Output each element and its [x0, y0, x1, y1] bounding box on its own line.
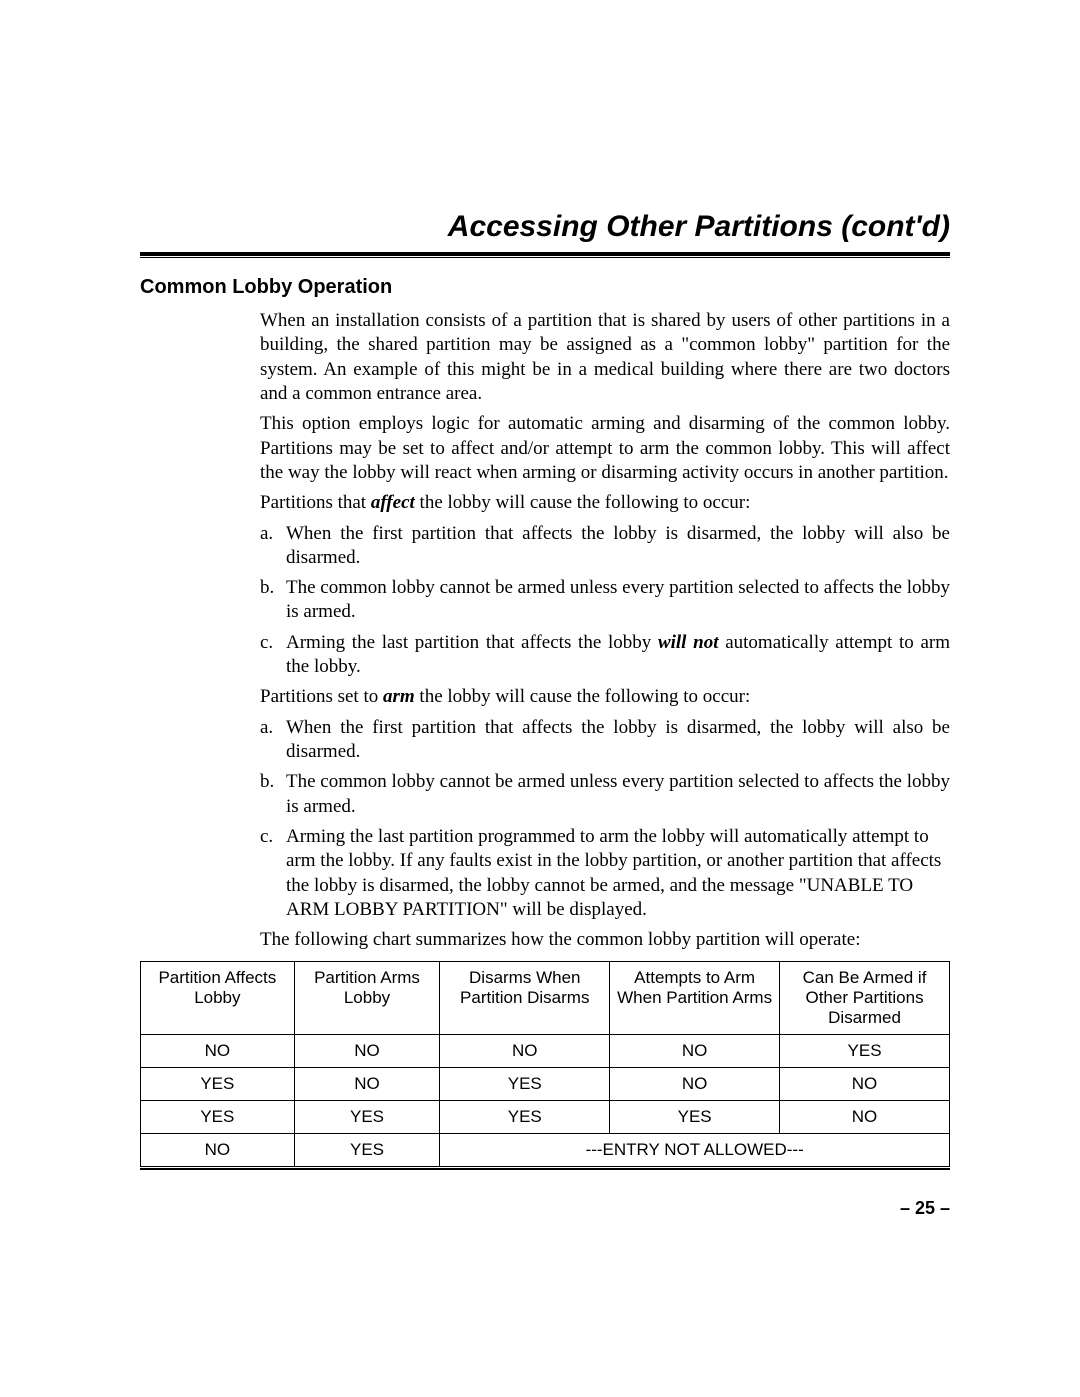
table-header-row: Partition Affects Lobby Partition Arms L…: [141, 961, 950, 1034]
cell: YES: [780, 1034, 950, 1067]
list-marker: c.: [260, 631, 286, 680]
section-heading: Common Lobby Operation: [140, 276, 950, 299]
page-container: Accessing Other Partitions (cont'd) Comm…: [0, 0, 1080, 1279]
th-2: Disarms When Partition Disarms: [440, 961, 610, 1034]
cell-span: ---ENTRY NOT ALLOWED---: [440, 1133, 950, 1166]
p3-pre: Partitions that: [260, 492, 371, 513]
table-row: YES NO YES NO NO: [141, 1067, 950, 1100]
p3-em: affect: [371, 492, 415, 513]
th-3: Attempts to Arm When Partition Arms: [610, 961, 780, 1034]
th-4: Can Be Armed if Other Partitions Disarme…: [780, 961, 950, 1034]
table-row: YES YES YES YES NO: [141, 1100, 950, 1133]
arm-list-item-a: a. When the first partition that affects…: [260, 716, 950, 765]
paragraph-4: Partitions set to arm the lobby will cau…: [260, 685, 950, 709]
c-em: will not: [658, 632, 719, 653]
list-marker: b.: [260, 770, 286, 819]
paragraph-3: Partitions that affect the lobby will ca…: [260, 491, 950, 515]
cell: NO: [141, 1034, 295, 1067]
list-marker: b.: [260, 576, 286, 625]
affect-list-item-b: b. The common lobby cannot be armed unle…: [260, 576, 950, 625]
cell: YES: [141, 1100, 295, 1133]
list-text: Arming the last partition that affects t…: [286, 631, 950, 680]
body-column: When an installation consists of a parti…: [260, 309, 950, 953]
page-number: – 25 –: [140, 1198, 950, 1219]
title-block: Accessing Other Partitions (cont'd): [140, 210, 950, 258]
paragraph-2: This option employs logic for automatic …: [260, 412, 950, 485]
list-text: Arming the last partition programmed to …: [286, 825, 950, 922]
table-bottom-rule-2: [140, 1168, 950, 1170]
cell: NO: [610, 1067, 780, 1100]
p4-em: arm: [383, 686, 415, 707]
title-rule-thick: [140, 252, 950, 256]
c-pre: Arming the last partition that affects t…: [286, 632, 658, 653]
affect-list-item-a: a. When the first partition that affects…: [260, 522, 950, 571]
cell: NO: [294, 1067, 440, 1100]
list-text: The common lobby cannot be armed unless …: [286, 576, 950, 625]
cell: NO: [141, 1133, 295, 1166]
paragraph-5: The following chart summarizes how the c…: [260, 928, 950, 952]
affect-list-item-c: c. Arming the last partition that affect…: [260, 631, 950, 680]
th-1: Partition Arms Lobby: [294, 961, 440, 1034]
page-title: Accessing Other Partitions (cont'd): [140, 210, 950, 252]
title-rule-thin: [140, 257, 950, 258]
paragraph-1: When an installation consists of a parti…: [260, 309, 950, 406]
cell: YES: [440, 1100, 610, 1133]
p3-post: the lobby will cause the following to oc…: [415, 492, 751, 513]
cell: NO: [610, 1034, 780, 1067]
cell: NO: [294, 1034, 440, 1067]
cell: NO: [440, 1034, 610, 1067]
cell: NO: [780, 1067, 950, 1100]
th-0: Partition Affects Lobby: [141, 961, 295, 1034]
list-text: The common lobby cannot be armed unless …: [286, 770, 950, 819]
list-text: When the first partition that affects th…: [286, 716, 950, 765]
p4-post: the lobby will cause the following to oc…: [415, 686, 751, 707]
cell: YES: [440, 1067, 610, 1100]
arm-list-item-c: c. Arming the last partition programmed …: [260, 825, 950, 922]
cell: NO: [780, 1100, 950, 1133]
cell: YES: [141, 1067, 295, 1100]
arm-list-item-b: b. The common lobby cannot be armed unle…: [260, 770, 950, 819]
list-marker: c.: [260, 825, 286, 922]
table-row-last: NO YES ---ENTRY NOT ALLOWED---: [141, 1133, 950, 1166]
lobby-operation-table: Partition Affects Lobby Partition Arms L…: [140, 961, 950, 1166]
p4-pre: Partitions set to: [260, 686, 383, 707]
list-text: When the first partition that affects th…: [286, 522, 950, 571]
table-row: NO NO NO NO YES: [141, 1034, 950, 1067]
cell: YES: [294, 1100, 440, 1133]
list-marker: a.: [260, 716, 286, 765]
cell: YES: [294, 1133, 440, 1166]
cell: YES: [610, 1100, 780, 1133]
list-marker: a.: [260, 522, 286, 571]
